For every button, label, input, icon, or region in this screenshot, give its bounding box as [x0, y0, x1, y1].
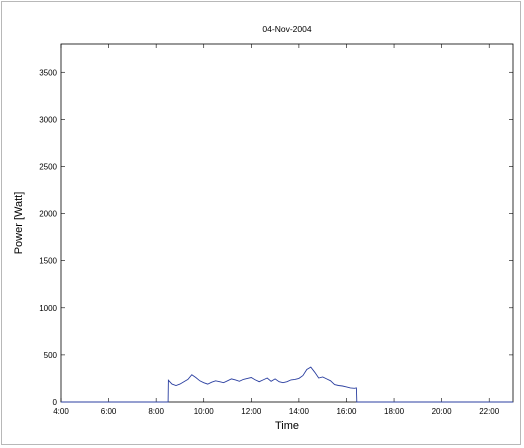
- x-tick-label: 18:00: [384, 407, 405, 416]
- x-tick-label: 12:00: [241, 407, 262, 416]
- y-tick-label: 3000: [39, 115, 57, 124]
- x-tick-label: 22:00: [479, 407, 500, 416]
- x-tick-label: 20:00: [432, 407, 453, 416]
- y-tick-label: 3500: [39, 68, 57, 77]
- x-tick-label: 16:00: [336, 407, 357, 416]
- series-group: [61, 366, 513, 403]
- x-tick-label: 14:00: [289, 407, 310, 416]
- y-axis-ticks: 0 500 1000 1500 2000 2500 3000 3500: [39, 68, 513, 407]
- plot-area: [60, 43, 514, 403]
- y-tick-label: 1500: [39, 257, 57, 266]
- x-axis-ticks: 4:00 6:00 8:00 10:00 12:00 14:00 16:00 18:00 20:…: [53, 44, 500, 416]
- y-tick-label: 1000: [39, 304, 57, 313]
- x-tick-label: 10:00: [194, 407, 215, 416]
- x-tick-label: 8:00: [148, 407, 164, 416]
- x-axis-label: Time: [275, 420, 299, 432]
- y-axis-label: Power [Watt]: [13, 192, 25, 255]
- chart-title: 04-Nov-2004: [262, 24, 311, 34]
- y-tick-label: 2000: [39, 210, 57, 219]
- y-tick-label: 0: [53, 398, 58, 407]
- y-tick-label: 2500: [39, 162, 57, 171]
- x-tick-label: 4:00: [53, 407, 69, 416]
- x-tick-label: 6:00: [101, 407, 117, 416]
- y-tick-label: 500: [44, 351, 58, 360]
- power-series-line: [61, 366, 513, 403]
